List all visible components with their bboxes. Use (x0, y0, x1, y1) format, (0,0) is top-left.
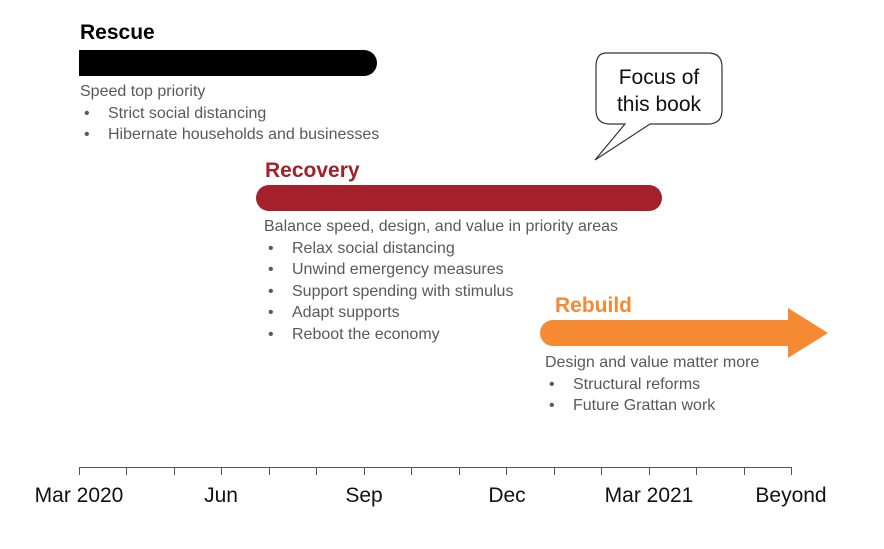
timeline-axis (79, 467, 792, 468)
timeline-tick (458, 467, 460, 475)
timeline-tick (743, 467, 745, 475)
recovery-bullet: Adapt supports (264, 302, 618, 324)
recovery-subtitle: Balance speed, design, and value in prio… (264, 218, 618, 235)
timeline-tick (791, 467, 792, 475)
timeline-tick (601, 467, 603, 475)
rescue-bullet: Hibernate households and businesses (80, 124, 379, 146)
timeline-label: Sep (345, 484, 383, 507)
rescue-bullet: Strict social distancing (80, 103, 379, 125)
recovery-bullet: Unwind emergency measures (264, 259, 618, 281)
rebuild-subtitle: Design and value matter more (545, 354, 760, 371)
callout-line2: this book (616, 93, 702, 116)
timeline-tick (316, 467, 318, 475)
rebuild-bullet: Future Grattan work (545, 395, 759, 417)
rebuild-arrow (540, 308, 828, 358)
rescue-bar (79, 50, 377, 76)
timeline-label: Dec (488, 484, 526, 507)
recovery-bullet: Reboot the economy (264, 324, 618, 346)
timeline-tick (221, 467, 223, 475)
rescue-title: Rescue (80, 21, 155, 44)
recovery-title: Recovery (265, 159, 360, 182)
recovery-bar (256, 185, 662, 211)
recovery-bullet: Relax social distancing (264, 238, 618, 260)
callout-bubble (594, 52, 723, 161)
timeline-tick (363, 467, 365, 475)
rescue-subtitle: Speed top priority (80, 83, 206, 100)
timeline-tick (126, 467, 128, 475)
timeline-tick (696, 467, 698, 475)
rebuild-text: Design and value matter more Structural … (545, 352, 759, 417)
timeline-label: Mar 2021 (604, 484, 694, 507)
timeline-label: Mar 2020 (34, 484, 124, 507)
timeline-tick (411, 467, 413, 475)
callout-line1: Focus of (618, 66, 700, 89)
timeline-tick (648, 467, 650, 475)
rebuild-bullet: Structural reforms (545, 374, 759, 396)
timeline-tick (79, 467, 80, 475)
recovery-text: Balance speed, design, and value in prio… (264, 216, 618, 345)
rebuild-title: Rebuild (555, 294, 632, 317)
rescue-text: Speed top priority Strict social distanc… (80, 81, 379, 146)
timeline-label: Jun (204, 484, 238, 507)
timeline-label: Beyond (755, 484, 827, 507)
timeline-tick (553, 467, 555, 475)
timeline-tick (506, 467, 508, 475)
timeline-tick (173, 467, 175, 475)
recovery-bullet: Support spending with stimulus (264, 281, 618, 303)
callout-text: Focus of this book (596, 64, 722, 118)
timeline-tick (268, 467, 270, 475)
